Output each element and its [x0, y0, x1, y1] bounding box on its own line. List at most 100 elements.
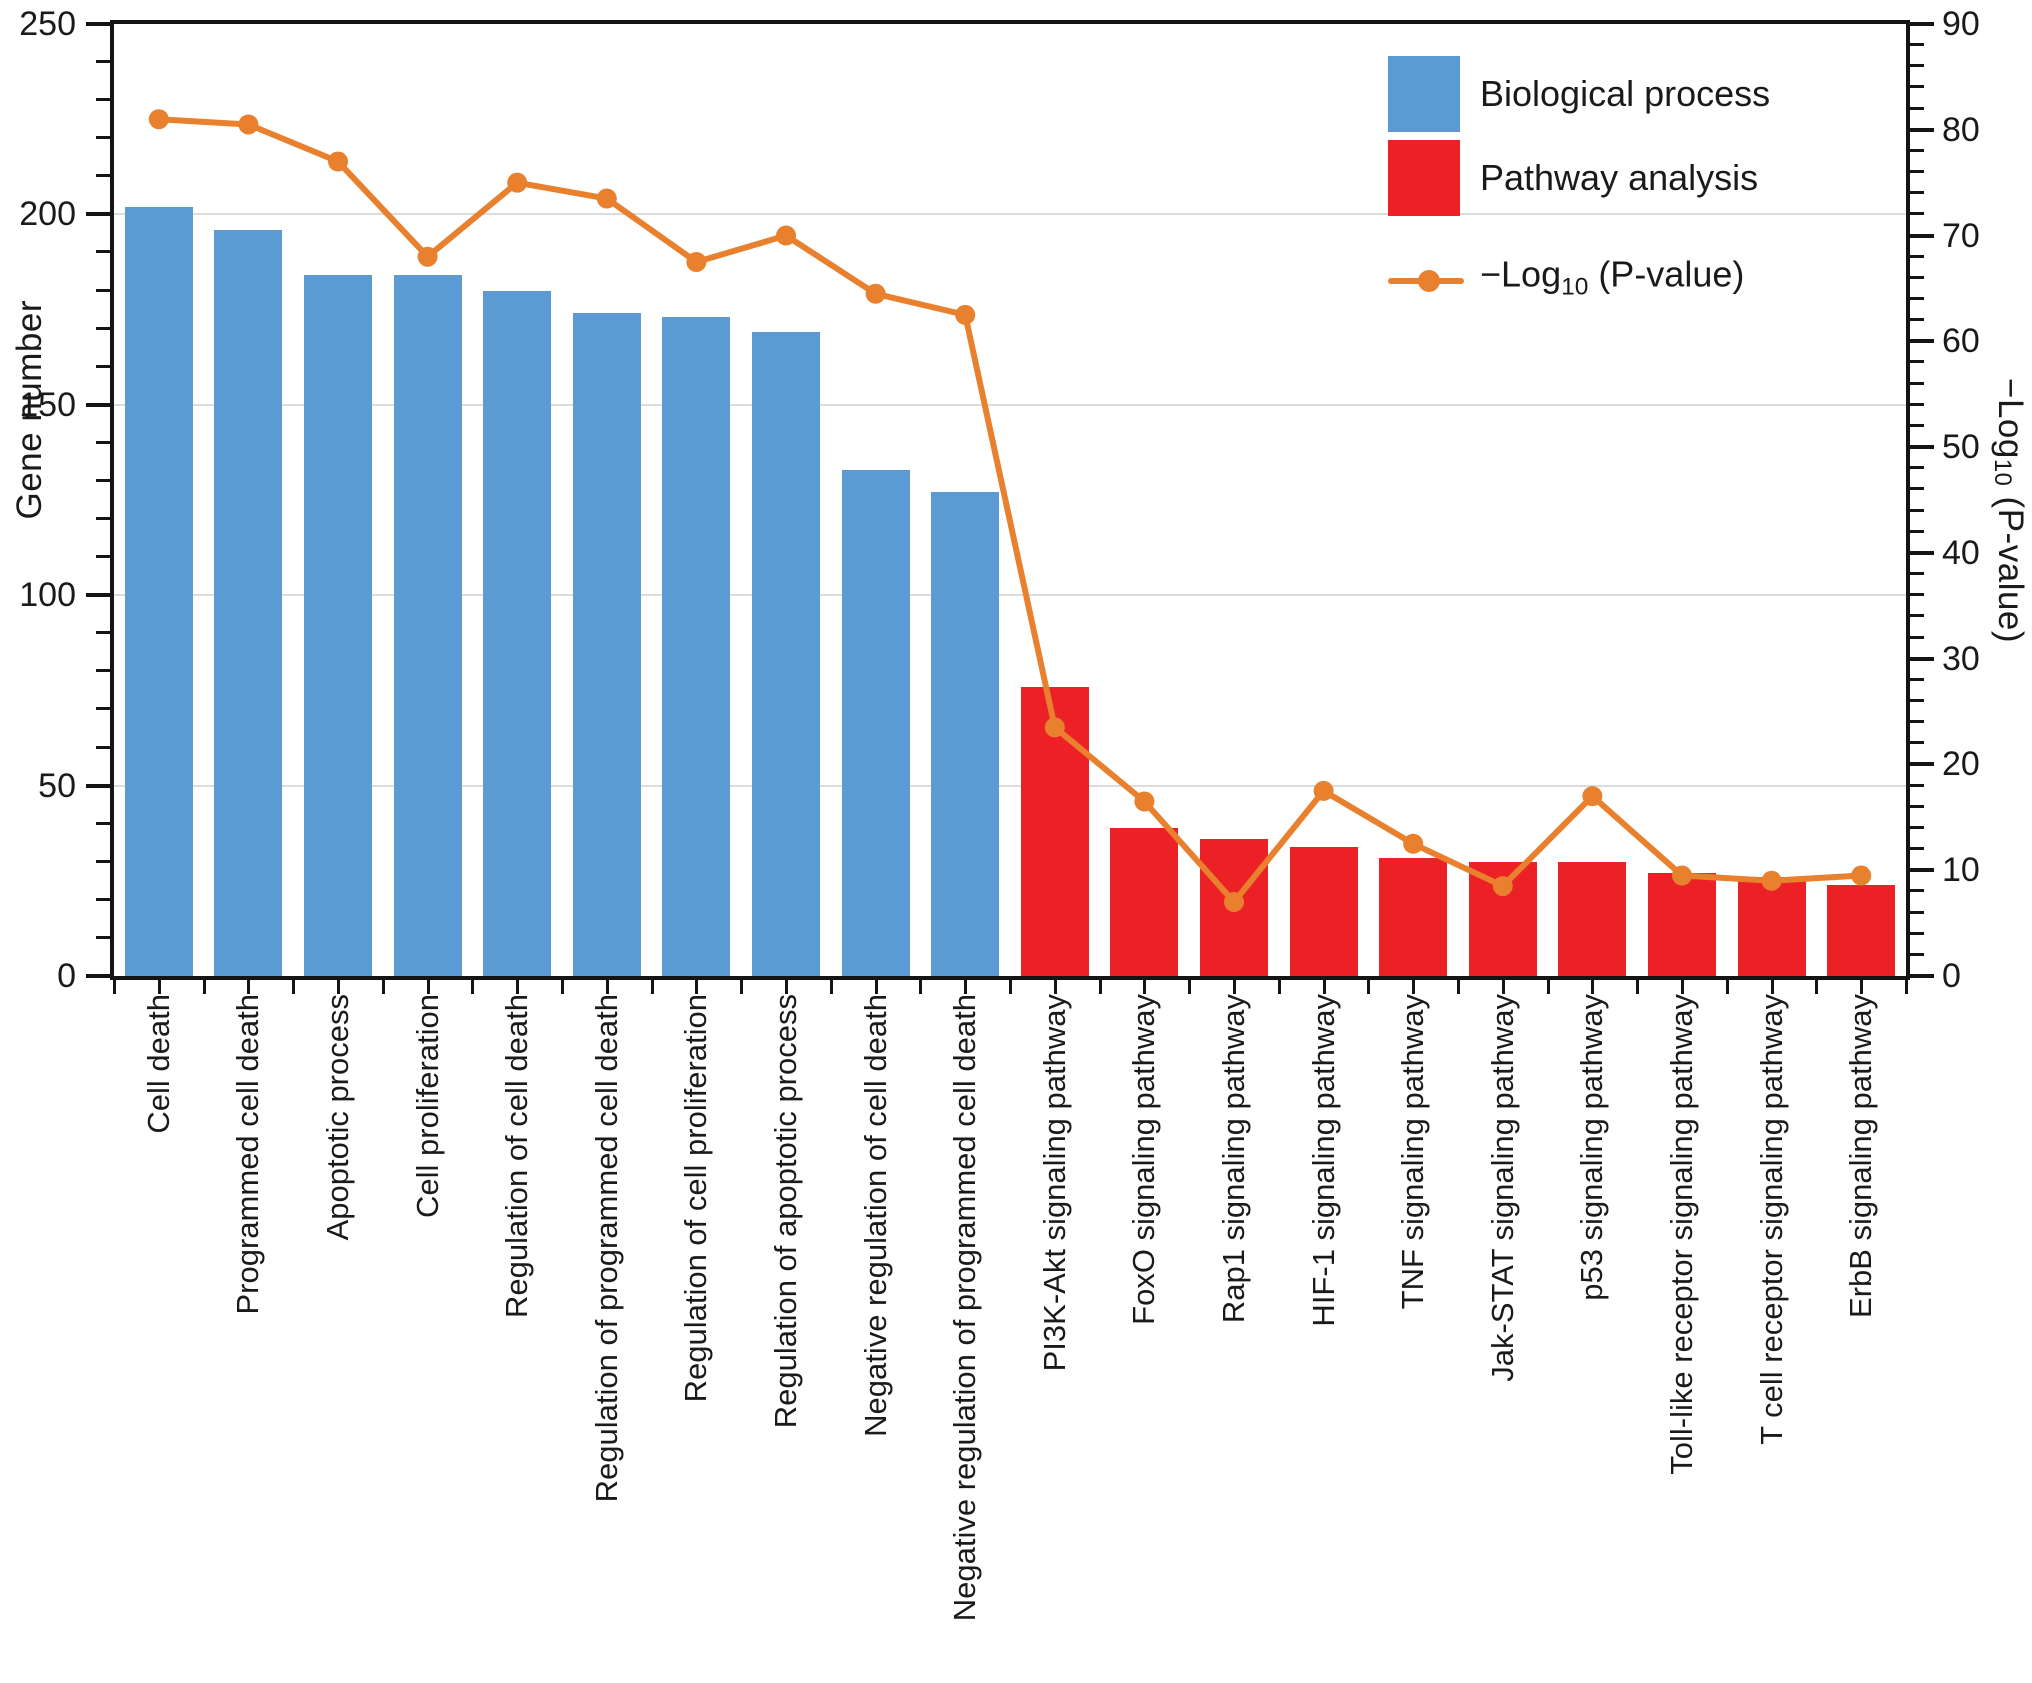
x-axis-tick	[471, 980, 475, 994]
x-category-label: Rap1 signaling pathway	[1216, 994, 1251, 1324]
x-category-label: Negative regulation of cell death	[857, 994, 893, 1437]
x-axis-tick	[1367, 980, 1371, 994]
left-axis-tick	[96, 250, 110, 254]
right-axis-tick	[1910, 297, 1924, 301]
x-category-label: PI3K-Akt signaling pathway	[1036, 994, 1072, 1372]
right-axis-tick	[1910, 529, 1924, 533]
right-axis-tick	[1910, 656, 1934, 661]
gridline	[114, 403, 1906, 406]
x-axis-tick	[695, 980, 699, 994]
trend-line-marker	[1492, 876, 1513, 897]
x-axis-tick	[1143, 980, 1147, 994]
left-axis-tick	[96, 935, 110, 939]
right-axis-title-rest: (P-value)	[1991, 486, 2030, 644]
right-axis-tick	[1910, 233, 1934, 238]
right-axis-tick	[1910, 762, 1934, 767]
left-axis-tick	[96, 631, 110, 635]
right-axis-tick	[1910, 381, 1924, 385]
trend-line-marker	[596, 188, 617, 209]
bar	[124, 206, 193, 976]
right-axis-tick	[1910, 402, 1924, 406]
right-axis-tick	[1910, 339, 1934, 344]
trend-line-marker	[1761, 870, 1782, 891]
trend-line-marker	[1134, 791, 1155, 812]
x-axis-tick	[1501, 980, 1505, 994]
left-axis-tick	[96, 555, 110, 559]
x-axis-tick	[1412, 980, 1416, 994]
x-axis-tick	[1591, 980, 1595, 994]
x-axis-tick	[292, 980, 296, 994]
x-category-label: Apoptotic process	[320, 994, 355, 1241]
x-category-label: Programmed cell death	[230, 994, 266, 1315]
x-category-label: Toll-like receptor signaling pathway	[1664, 994, 1699, 1475]
right-axis-tick	[1910, 783, 1924, 787]
left-axis-tick	[86, 593, 110, 598]
x-axis-tick	[1725, 980, 1729, 994]
x-category-label: T cell receptor signaling pathway	[1753, 994, 1789, 1445]
right-axis-tick	[1910, 360, 1924, 364]
right-axis-tick	[1910, 318, 1924, 322]
x-category-label: Regulation of programmed cell death	[588, 994, 624, 1503]
legend-line-marker-icon	[1418, 270, 1440, 292]
plot-area	[110, 20, 1910, 980]
legend-label-log-pvalue: −Log10 (P-value)	[1480, 253, 1745, 301]
right-axis-tick	[1910, 677, 1924, 681]
right-axis-tick	[1910, 931, 1924, 935]
bar	[1827, 884, 1896, 976]
x-category-label: Cell proliferation	[409, 994, 445, 1218]
x-axis-tick	[785, 980, 788, 994]
right-axis-tick	[1910, 423, 1924, 427]
right-axis-tick	[1910, 64, 1924, 68]
right-axis-tick	[1910, 254, 1924, 258]
bar	[931, 492, 1000, 976]
x-axis-tick	[1770, 980, 1774, 994]
left-axis-tick	[96, 517, 110, 521]
bar	[572, 313, 641, 976]
right-axis-tick	[1910, 847, 1924, 851]
right-axis-tick	[1910, 868, 1934, 873]
right-axis-tick	[1910, 635, 1924, 639]
bar	[841, 469, 910, 976]
right-axis-tick	[1910, 614, 1924, 618]
right-axis-tick	[1910, 550, 1934, 555]
legend-swatch-biological-process	[1388, 56, 1460, 132]
bar	[214, 229, 283, 976]
left-axis-tick	[96, 174, 110, 178]
trend-line-marker	[955, 304, 976, 325]
left-axis-tick	[96, 669, 110, 673]
bar	[1110, 827, 1179, 976]
trend-line-marker	[148, 109, 169, 130]
right-axis-tick-label: 70	[1942, 216, 1980, 255]
x-axis-tick	[1636, 980, 1640, 994]
right-axis-tick-label: 50	[1942, 428, 1980, 467]
x-axis-tick	[426, 980, 430, 994]
x-axis-tick	[113, 980, 116, 994]
bar	[1558, 861, 1627, 976]
x-category-label: Regulation of apoptotic process	[768, 994, 803, 1429]
left-axis-tick	[86, 212, 110, 217]
right-axis-tick-label: 80	[1942, 110, 1980, 149]
x-axis-tick	[1905, 980, 1908, 994]
x-axis-tick	[1546, 980, 1550, 994]
left-axis-tick	[96, 136, 110, 140]
right-axis-tick	[1910, 212, 1924, 216]
x-axis-tick	[919, 980, 923, 994]
gridline	[114, 594, 1906, 597]
x-axis-tick	[1188, 980, 1192, 994]
right-axis-tick	[1910, 106, 1924, 110]
x-axis-tick	[157, 980, 161, 994]
bar	[752, 332, 820, 976]
right-axis-tick	[1910, 487, 1924, 491]
right-axis-tick	[1910, 572, 1924, 576]
x-axis-tick	[247, 980, 251, 994]
left-axis-tick	[96, 364, 110, 368]
x-axis-tick	[1233, 980, 1236, 994]
x-axis-tick	[561, 980, 564, 994]
bar	[393, 275, 462, 976]
left-axis-tick	[96, 821, 110, 825]
x-axis-tick	[1815, 980, 1819, 994]
left-axis-tick	[96, 707, 110, 711]
right-axis-tick	[1910, 804, 1924, 808]
x-category-label: Regulation of cell death	[499, 994, 535, 1319]
x-category-label: Negative regulation of programmed cell d…	[947, 994, 983, 1622]
